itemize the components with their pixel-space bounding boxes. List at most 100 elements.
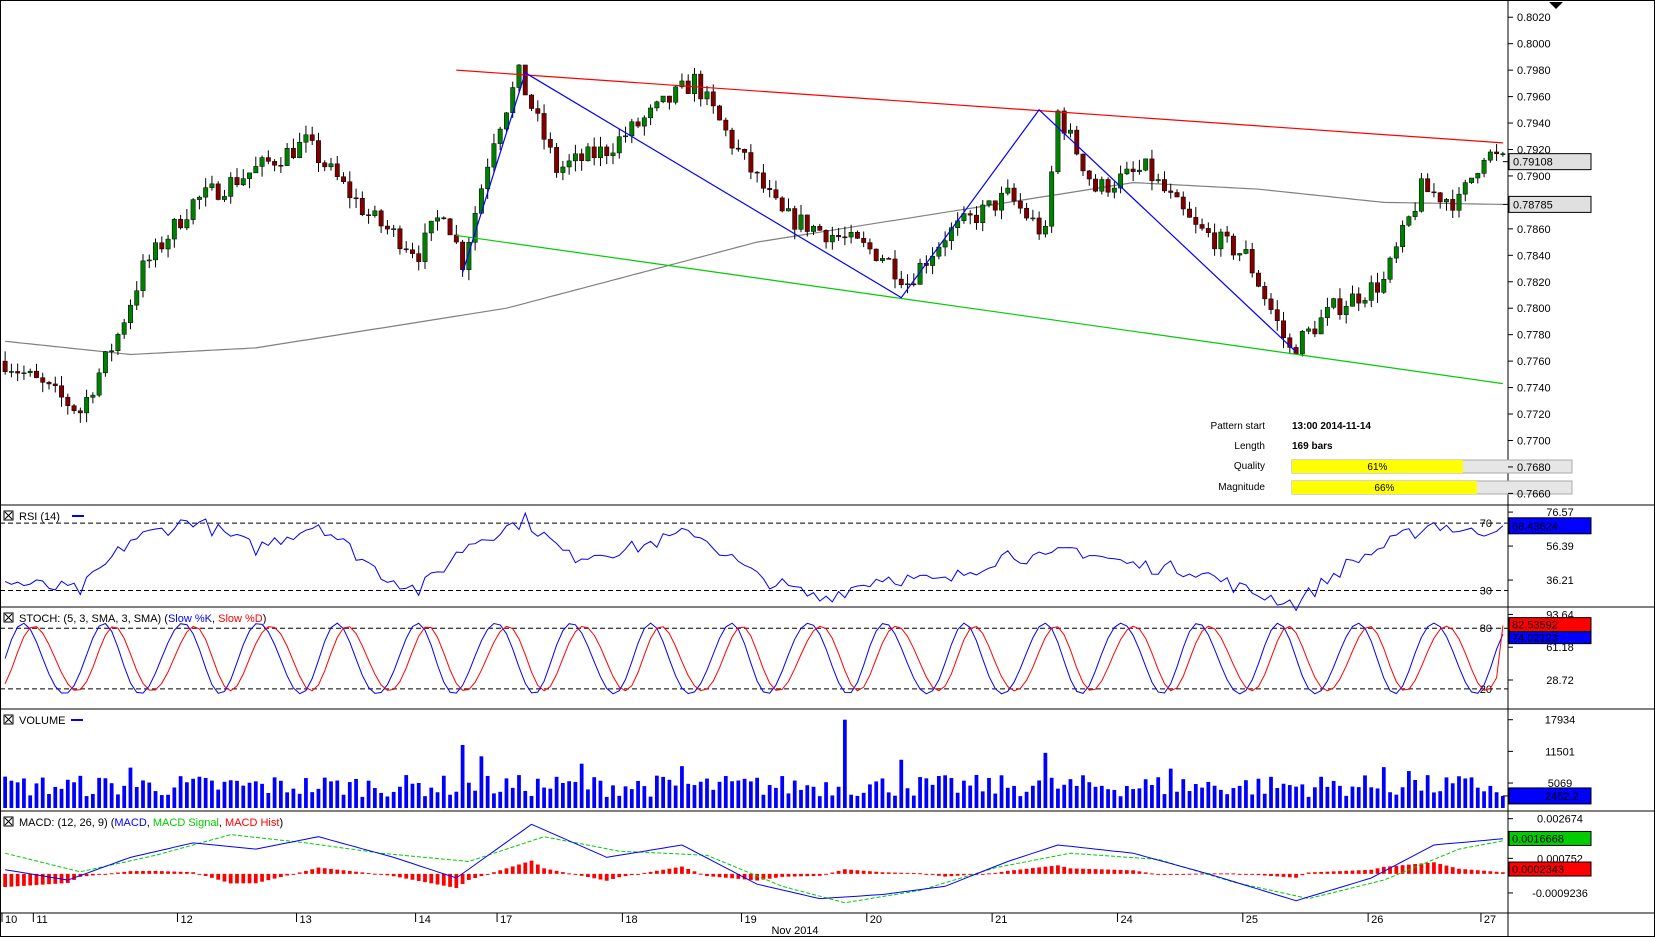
volume-bar [1156,777,1161,808]
macd-hist-bar [1331,871,1336,874]
volume-bar [1005,787,1010,808]
macd-hist-bar [103,873,108,875]
volume-bar [1406,771,1411,808]
volume-bar [1369,787,1374,808]
candle-up [798,214,804,230]
volume-bar [153,791,158,808]
pattern-start-label: Pattern start [1211,421,1266,432]
candle-up [1331,298,1337,308]
macd-hist-bar [485,873,490,875]
candle-down [46,382,52,385]
candle-down [378,210,384,227]
volume-bar [604,796,609,808]
candle-down [1205,228,1211,233]
candle-down [842,236,848,239]
candle-up [209,183,215,188]
volume-bar [554,776,559,808]
candle-up [1462,182,1468,195]
candle-down [779,197,785,212]
rsi-current-box [1508,517,1592,535]
rsi-title: RSI (14) [19,511,60,523]
macd-hist-bar [9,873,14,887]
macd-hist-bar [548,869,553,874]
macd-hist-bar [1275,873,1280,877]
volume-bar [736,780,741,808]
volume-bar [1049,777,1054,808]
volume-bar [1250,794,1255,808]
candle-down [992,200,998,211]
volume-bar [398,786,402,808]
price-tick-label: 0.7720 [1517,409,1551,421]
stoch-k-line [4,622,1504,695]
volume-bar [197,776,202,808]
volume-bar [1306,796,1311,808]
macd-tick-label: 0.002674 [1537,814,1583,826]
volume-bar [943,775,948,808]
macd-hist-bar [360,872,365,874]
volume-bar [1281,783,1286,808]
volume-bar [1193,784,1198,808]
candle-up [930,255,936,266]
volume-bar [297,793,302,808]
macd-hist-bar [1193,873,1198,875]
volume-bar [15,782,20,808]
support-line [456,234,1503,385]
macd-hist-bar [636,873,640,875]
volume-bar [974,774,979,808]
candle-down [1168,190,1174,193]
macd-hist-bar [1363,870,1367,874]
candle-down [547,139,553,148]
chevron-down-icon[interactable] [1549,2,1563,9]
macd-hist-bar [3,873,8,888]
macd-hist-bar [1500,872,1505,874]
candle-up [629,121,635,137]
close-icon[interactable] [3,714,14,725]
candle-up [240,178,246,186]
candle-down [1180,196,1186,210]
candle-up [247,172,252,179]
volume-bar [842,719,847,808]
candle-up [641,117,647,127]
macd-hist-bar [1081,868,1085,874]
macd-hist-bar [391,873,396,877]
volume-bar [918,777,922,808]
volume-bar [228,780,233,808]
volume-bar [1450,783,1455,808]
close-icon[interactable] [3,510,14,521]
candle-down [854,232,860,239]
candle-down [359,198,365,215]
volume-bar [1457,776,1461,808]
volume-bar [341,794,346,808]
macd-hist-bar [1106,869,1110,874]
macd-hist-bar [128,871,133,874]
candle-up [297,141,303,158]
candle-down [886,258,892,260]
macd-hist-bar [736,873,741,879]
candle-down [290,148,296,158]
close-icon[interactable] [3,612,14,623]
macd-hist-bar [930,873,935,875]
volume-bar [598,780,603,808]
candle-down [1036,217,1042,235]
price-tick-label: 0.7820 [1517,277,1551,289]
macd-hist-bar [886,872,891,874]
candle-down [1130,168,1136,172]
macd-hist-bar [398,873,402,878]
candle-down [666,95,672,103]
macd-hist-bar [247,873,252,884]
volume-bar [629,789,634,808]
macd-hist-bar [623,873,628,877]
volume-bar [59,788,64,808]
candle-down [1268,298,1274,310]
candle-down [1450,199,1456,211]
candle-up [184,219,190,229]
macd-hist-bar [1444,865,1449,874]
close-icon[interactable] [3,816,14,827]
macd-hist-bar [748,873,753,880]
volume-bar [1275,787,1280,808]
candle-up [880,258,885,261]
macd-hist-bar [1281,873,1286,877]
candle-down [717,105,722,121]
macd-hist-bar [1256,873,1261,876]
